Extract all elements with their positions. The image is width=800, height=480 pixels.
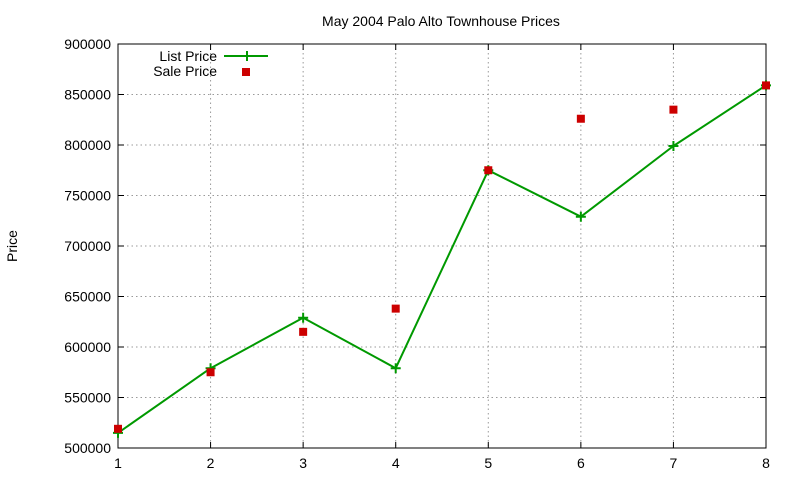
x-tick-label: 7	[670, 455, 678, 471]
y-tick-label: 800000	[64, 137, 111, 153]
y-tick-labels: 500000 550000 600000 650000 700000 750000 8000…	[64, 36, 111, 456]
sale-price-point	[299, 327, 308, 336]
sale-price-point	[206, 368, 215, 377]
sale-price-point	[576, 114, 585, 123]
y-tick-label: 900000	[64, 36, 111, 52]
y-tick-label: 850000	[64, 87, 111, 103]
list-price-point	[668, 141, 679, 152]
sale-price-point	[391, 304, 400, 313]
y-tick-label: 700000	[64, 238, 111, 254]
sale-price-point	[484, 166, 493, 175]
x-tick-labels: 1 2 3 4 5 6 7 8	[114, 455, 770, 471]
tick-layer	[117, 43, 767, 449]
chart-title: May 2004 Palo Alto Townhouse Prices	[322, 13, 560, 29]
y-tick-label: 650000	[64, 289, 111, 305]
y-tick-label: 600000	[64, 339, 111, 355]
x-tick-label: 5	[484, 455, 492, 471]
y-tick-label: 550000	[64, 390, 111, 406]
x-tick-label: 8	[762, 455, 770, 471]
series-layer	[113, 80, 771, 438]
sale-price-point	[669, 105, 678, 114]
x-tick-label: 3	[299, 455, 307, 471]
x-tick-label: 1	[114, 455, 122, 471]
sale-price-point	[114, 424, 122, 433]
y-tick-label: 500000	[64, 440, 111, 456]
grid-layer	[118, 44, 766, 448]
y-tick-label: 750000	[64, 188, 111, 204]
x-tick-label: 2	[207, 455, 215, 471]
legend-label-sale-price: Sale Price	[153, 63, 217, 79]
list-price-point	[390, 363, 401, 374]
series-line-list-price	[117, 84, 767, 434]
legend-label-list-price: List Price	[159, 48, 217, 64]
y-axis-label: Price	[4, 230, 20, 262]
list-price-point	[575, 211, 586, 222]
legend-marker-list-price	[242, 51, 252, 61]
x-tick-label: 6	[577, 455, 585, 471]
list-price-point	[298, 312, 309, 323]
sale-price-point	[762, 81, 770, 90]
legend-marker-sale-price	[242, 68, 250, 76]
x-tick-label: 4	[392, 455, 400, 471]
legend: List Price Sale Price	[153, 48, 268, 79]
